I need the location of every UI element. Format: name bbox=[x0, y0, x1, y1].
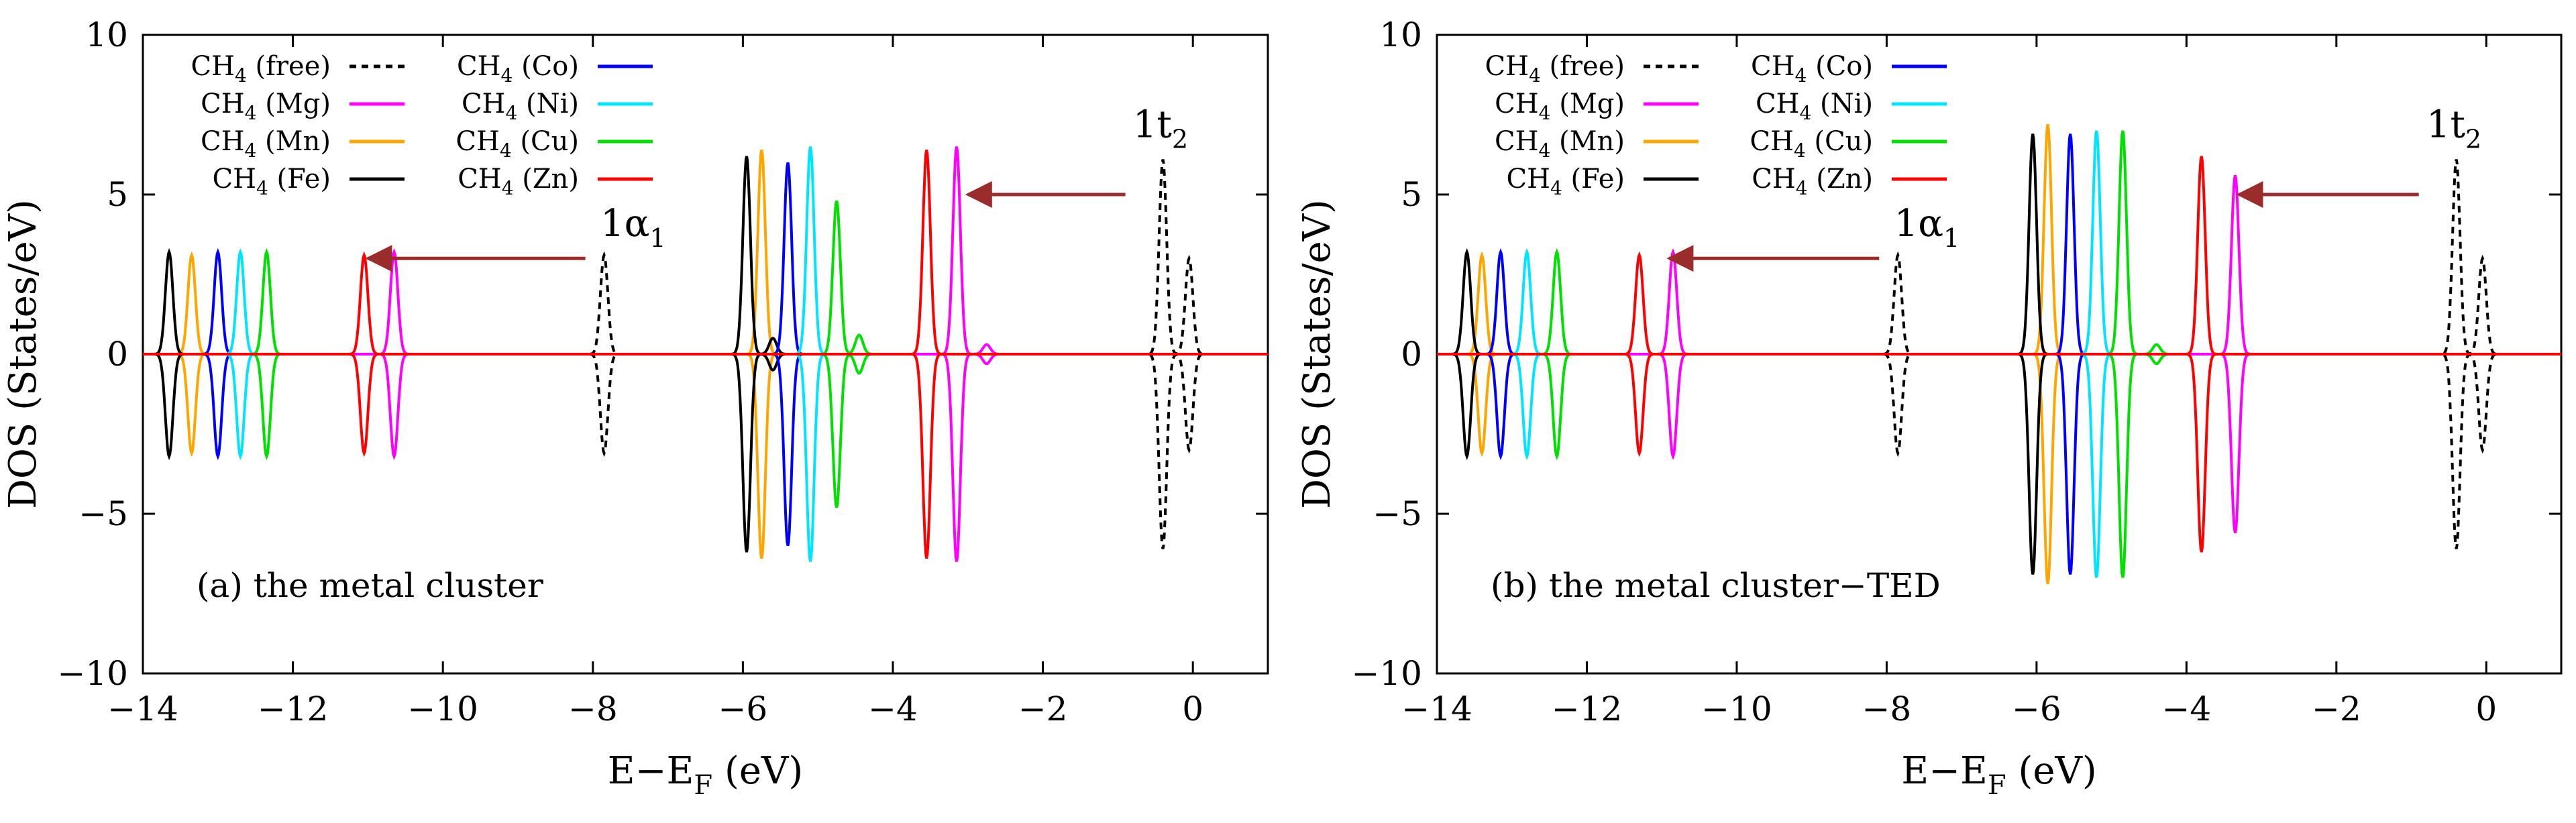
legend-label: CH4 (Fe) bbox=[213, 164, 331, 199]
y-axis-label: DOS (States/eV) bbox=[1, 199, 45, 509]
series-line-ch-zn-down bbox=[1437, 353, 2561, 553]
x-tick-label: −2 bbox=[1018, 690, 1068, 728]
x-tick-label: −8 bbox=[568, 690, 618, 728]
x-tick-label: −12 bbox=[1552, 690, 1623, 728]
panel-label: (b) the metal cluster−TED bbox=[1491, 566, 1941, 605]
x-axis-label: E−EF (eV) bbox=[608, 749, 804, 801]
y-tick-label: −5 bbox=[1373, 494, 1422, 533]
legend-label: CH4 (Co) bbox=[457, 51, 579, 87]
x-tick-label: −14 bbox=[1401, 690, 1472, 728]
y-tick-label: −5 bbox=[78, 494, 128, 533]
curves bbox=[1437, 123, 2561, 585]
y-tick-label: 0 bbox=[107, 335, 128, 374]
legend-label: CH4 (Fe) bbox=[1507, 164, 1625, 199]
legend-label: CH4 (free) bbox=[191, 51, 331, 87]
series-line-ch-co-down bbox=[143, 353, 1268, 546]
series-line-ch-mn-up bbox=[1437, 123, 2561, 355]
x-tick-label: 0 bbox=[1182, 690, 1203, 728]
series-line-ch-fe-down bbox=[143, 353, 1268, 553]
panel-a: −14 −12 −10 −8 −6 −4 −2 0 −10 −5 0 5 10 DOS (States/e… bbox=[1, 15, 1269, 801]
x-tick-label: 0 bbox=[2475, 690, 2497, 728]
x-tick-label: −10 bbox=[1701, 690, 1772, 728]
x-tick-label: −10 bbox=[407, 690, 478, 728]
series-line-ch-mg-down bbox=[143, 352, 1268, 562]
legend-label: CH4 (Cu) bbox=[1750, 126, 1873, 162]
y-tick-label: 10 bbox=[1379, 15, 1422, 54]
series-line-ch-cu-down bbox=[1437, 353, 2561, 578]
series-line-ch-mg-down bbox=[1437, 353, 2561, 534]
legend: CH4 (free)CH4 (Mg)CH4 (Mn)CH4 (Fe) CH4 (C… bbox=[191, 51, 653, 199]
x-tick-label: −8 bbox=[1862, 690, 1912, 728]
legend-label: CH4 (Cu) bbox=[455, 126, 579, 162]
series-line-ch-mg-up bbox=[1437, 174, 2561, 355]
x-tick-label: −12 bbox=[258, 690, 329, 728]
y-tick-label: 5 bbox=[1401, 175, 1422, 214]
series-line-ch-ni-down bbox=[143, 353, 1268, 562]
panel-label: (a) the metal cluster bbox=[197, 566, 543, 605]
legend-label: CH4 (Zn) bbox=[458, 164, 579, 199]
y-tick-label: 0 bbox=[1401, 335, 1422, 374]
annotation-label: 1t2 bbox=[2426, 103, 2481, 154]
series-line-ch-cu-up bbox=[143, 200, 1268, 355]
y-axis-label: DOS (States/eV) bbox=[1295, 199, 1339, 509]
x-tick-label: −6 bbox=[2012, 690, 2061, 728]
series-line-ch-free-down bbox=[1437, 353, 2561, 549]
x-tick-label: −2 bbox=[2312, 690, 2361, 728]
series-line-ch-mn-down bbox=[143, 353, 1268, 559]
series-line-ch-mn-down bbox=[1437, 353, 2561, 585]
curves bbox=[143, 146, 1268, 562]
series-line-ch-ni-down bbox=[1437, 353, 2561, 578]
panel-b: −14 −12 −10 −8 −6 −4 −2 0 −10 −5 0 5 10 DOS (States/e… bbox=[1295, 15, 2563, 801]
legend-label: CH4 (Mg) bbox=[201, 89, 331, 124]
x-tick-label: −4 bbox=[868, 690, 918, 728]
series-line-ch-free-down bbox=[143, 353, 1268, 549]
legend-label: CH4 (Ni) bbox=[1756, 89, 1873, 124]
y-tick-label: −10 bbox=[1351, 654, 1422, 693]
x-tick-label: −4 bbox=[2161, 690, 2211, 728]
series-line-ch-co-down bbox=[1437, 353, 2561, 575]
x-tick-label: −6 bbox=[718, 690, 768, 728]
legend-label: CH4 (Ni) bbox=[462, 89, 579, 124]
y-tick-label: −10 bbox=[57, 654, 128, 693]
x-axis-label: E−EF (eV) bbox=[1901, 749, 2097, 801]
series-line-ch-cu-down bbox=[143, 353, 1268, 508]
annotation-label: 1t2 bbox=[1133, 103, 1188, 154]
legend-label: CH4 (Mn) bbox=[1495, 126, 1625, 162]
legend-label: CH4 (Zn) bbox=[1752, 164, 1873, 199]
legend: CH4 (free)CH4 (Mg)CH4 (Mn)CH4 (Fe) CH4 (C… bbox=[1485, 51, 1947, 199]
legend-label: CH4 (Mn) bbox=[201, 126, 331, 162]
legend-label: CH4 (Co) bbox=[1751, 51, 1873, 87]
series-line-ch-fe-down bbox=[1437, 353, 2561, 575]
y-tick-label: 10 bbox=[85, 15, 128, 54]
series-line-ch-zn-down bbox=[143, 353, 1268, 559]
y-tick-label: 5 bbox=[107, 175, 128, 214]
annotation-label: 1α1 bbox=[600, 202, 666, 253]
x-tick-label: −14 bbox=[107, 690, 178, 728]
legend-label: CH4 (free) bbox=[1485, 51, 1625, 87]
annotation-label: 1α1 bbox=[1894, 202, 1960, 253]
legend-label: CH4 (Mg) bbox=[1495, 89, 1625, 124]
